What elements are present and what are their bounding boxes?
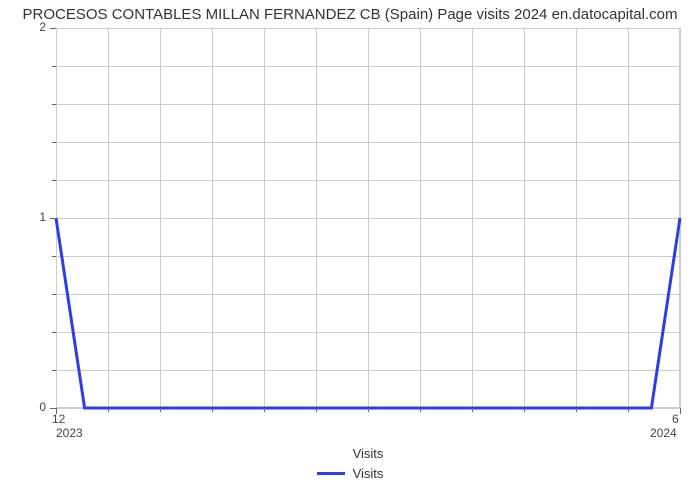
x-tick-minor: [160, 408, 161, 412]
x-tick-minor: [316, 408, 317, 412]
x-tick-label-secondary: 2024: [650, 426, 677, 440]
y-tick-label: 2: [39, 20, 46, 34]
x-tick-minor: [368, 408, 369, 412]
series-layer: [56, 28, 680, 408]
x-tick-minor: [108, 408, 109, 412]
y-tick-minor: [52, 332, 56, 333]
legend: Visits: [0, 466, 700, 481]
plot-area: [56, 28, 680, 408]
y-tick-label: 0: [39, 400, 46, 414]
y-tick: [50, 28, 56, 29]
y-tick-minor: [52, 294, 56, 295]
y-tick-label: 1: [39, 210, 46, 224]
x-tick-minor: [628, 408, 629, 412]
x-tick-minor: [524, 408, 525, 412]
y-tick-minor: [52, 180, 56, 181]
x-tick-minor: [576, 408, 577, 412]
legend-swatch: [317, 472, 345, 475]
x-axis-title: Visits: [56, 446, 680, 461]
series-line: [56, 218, 680, 408]
y-tick-minor: [52, 104, 56, 105]
legend-label: Visits: [353, 466, 384, 481]
x-tick: [680, 408, 681, 414]
y-tick-minor: [52, 142, 56, 143]
x-tick-minor: [472, 408, 473, 412]
y-tick-minor: [52, 256, 56, 257]
y-tick-minor: [52, 66, 56, 67]
x-tick-minor: [212, 408, 213, 412]
y-tick-minor: [52, 370, 56, 371]
chart-title: PROCESOS CONTABLES MILLAN FERNANDEZ CB (…: [0, 6, 700, 23]
x-tick-minor: [264, 408, 265, 412]
x-tick-label-secondary: 2023: [56, 426, 83, 440]
grid-line-v: [680, 28, 681, 408]
x-tick-minor: [420, 408, 421, 412]
x-tick-label: 6: [672, 412, 679, 426]
y-tick: [50, 218, 56, 219]
x-tick-label: 12: [52, 412, 65, 426]
chart-container: { "chart": { "type": "line", "title": "P…: [0, 0, 700, 500]
